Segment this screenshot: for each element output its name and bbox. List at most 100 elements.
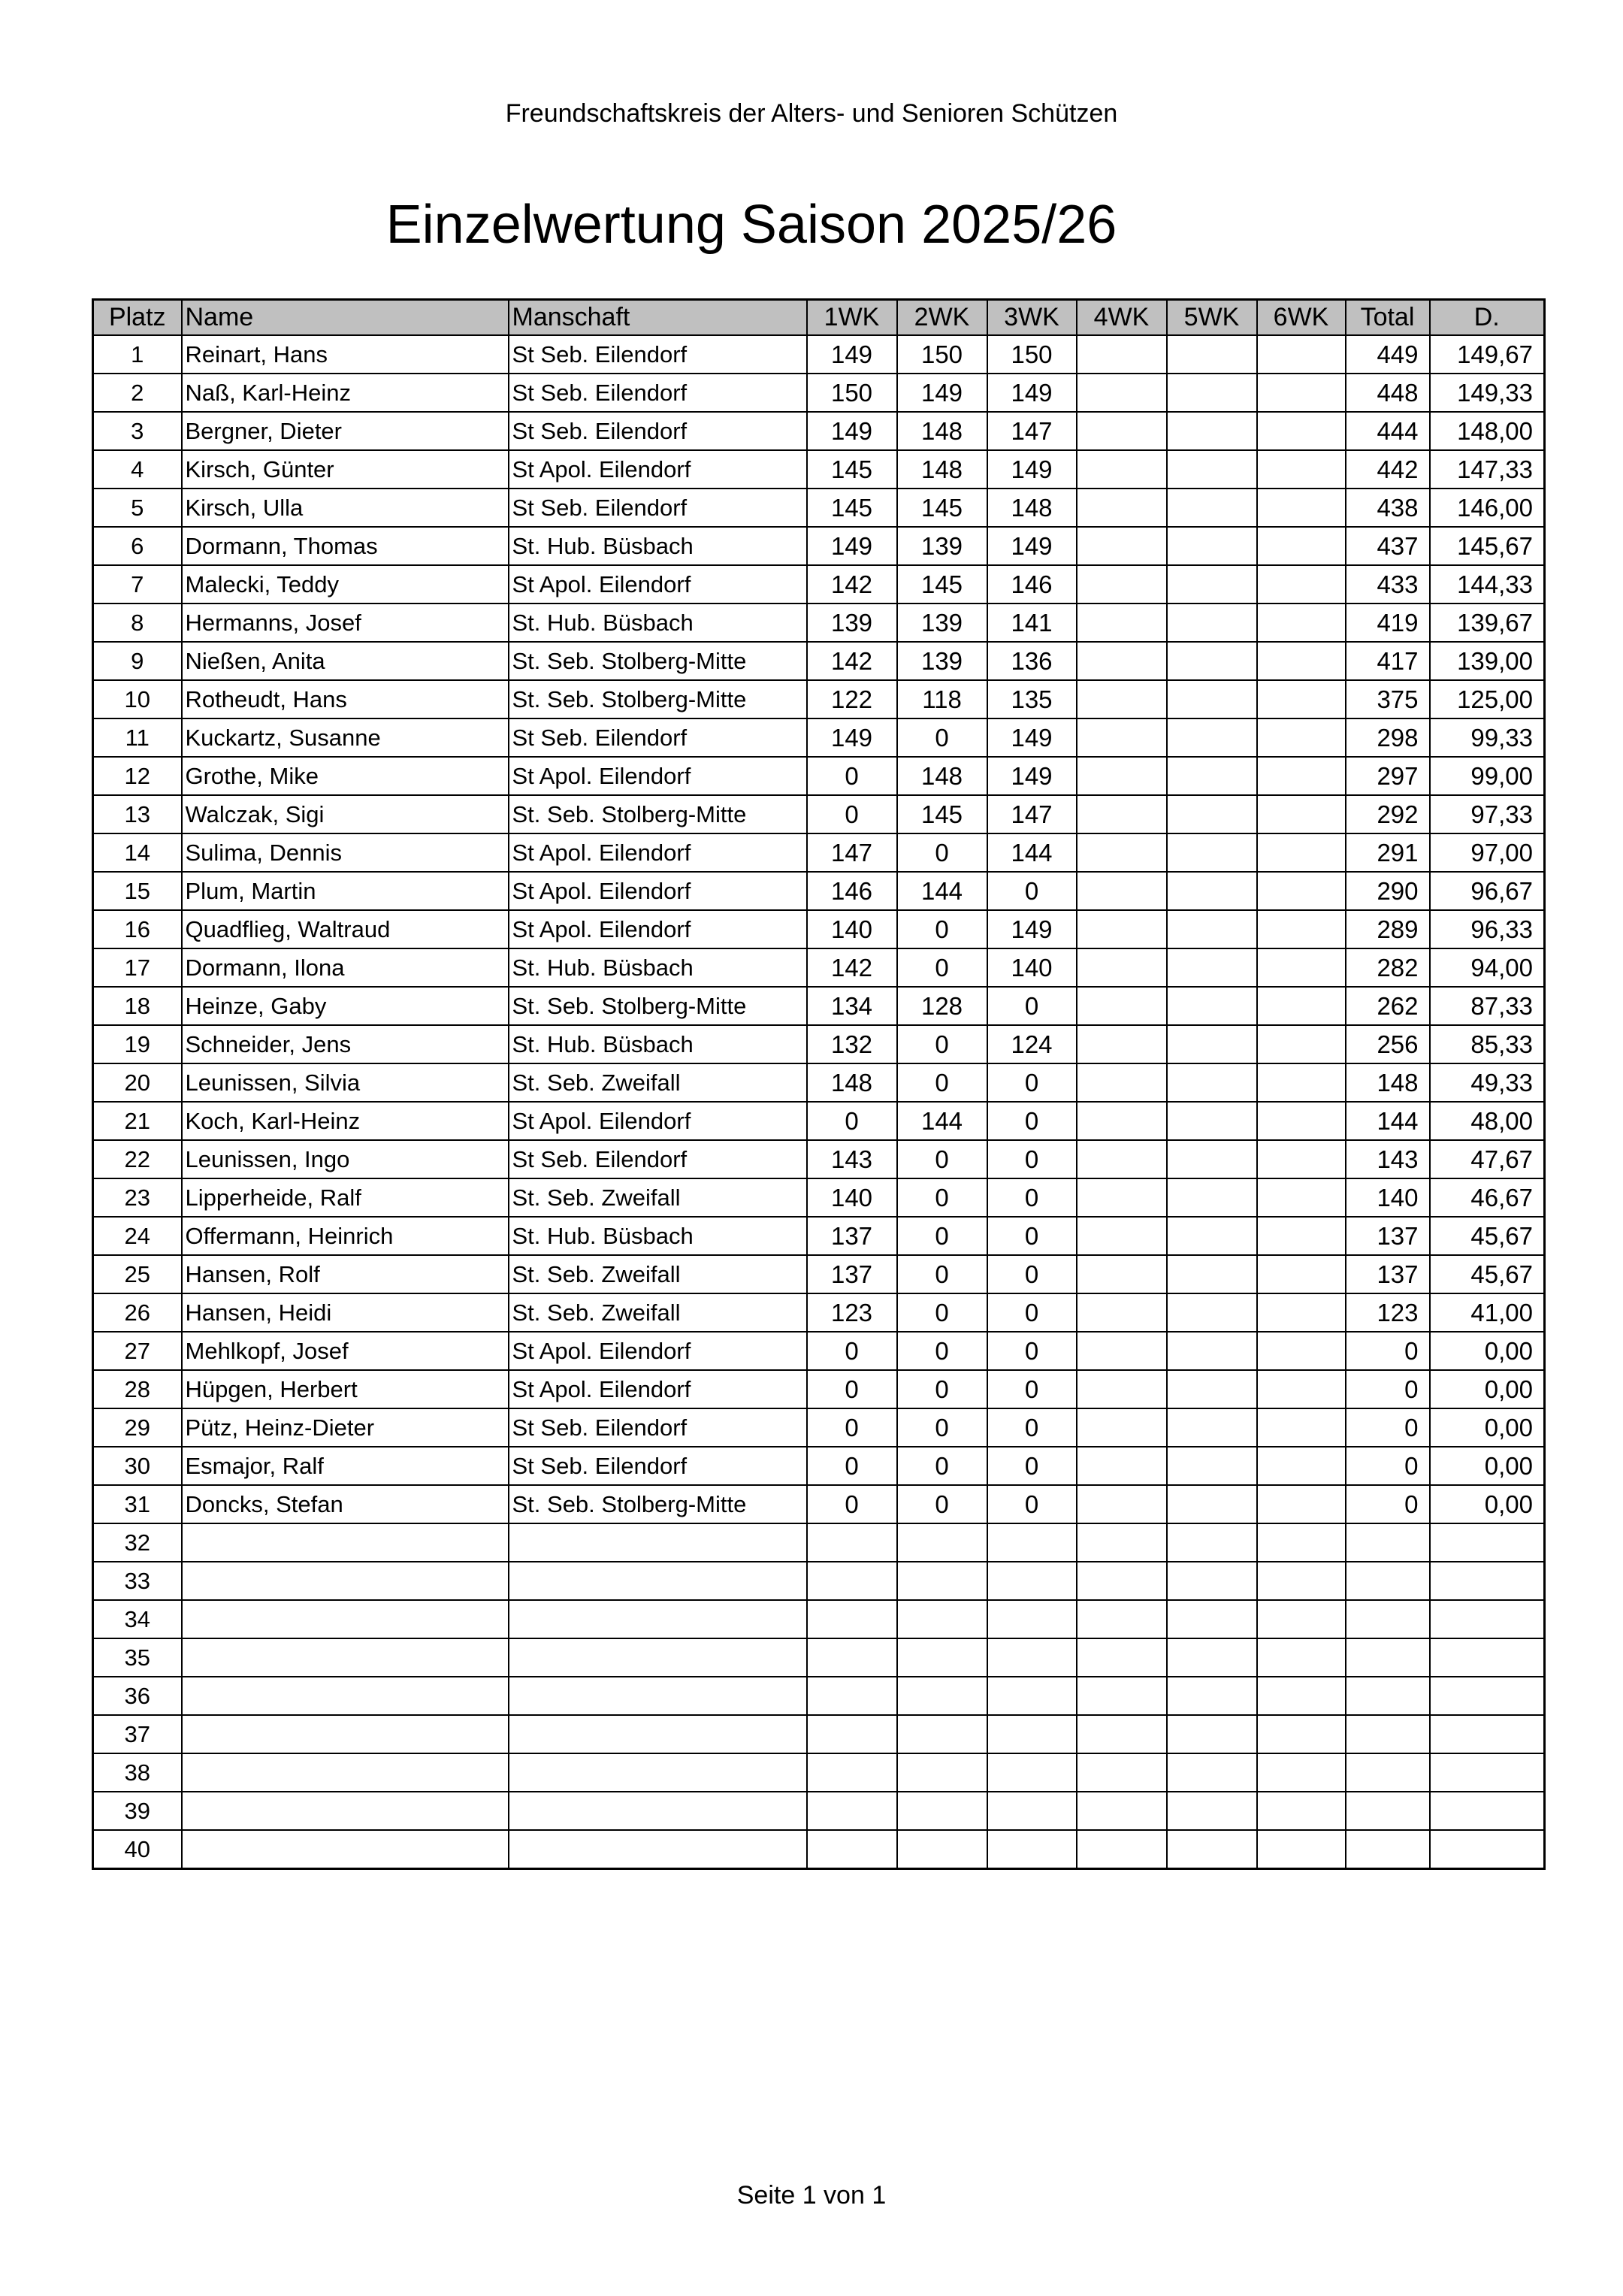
column-header-platz: Platz [92,298,183,336]
cell-total: 442 [1344,449,1431,489]
cell-wk4 [1075,1753,1168,1792]
cell-wk6 [1256,641,1346,681]
cell-name: Hermanns, Josef [180,603,509,643]
cell-wk1: 139 [805,603,898,643]
cell-wk1: 0 [805,1484,898,1524]
column-header-wk3: 3WK [986,298,1077,336]
cell-wk2: 0 [896,909,988,949]
cell-wk5 [1165,1446,1258,1486]
cell-wk5 [1165,1484,1258,1524]
cell-wk5 [1165,986,1258,1026]
cell-wk2: 145 [896,794,988,834]
cell-wk6 [1256,1063,1346,1103]
cell-team: St Apol. Eilendorf [507,1331,808,1371]
cell-platz: 4 [92,449,183,489]
cell-team: St Apol. Eilendorf [507,449,808,489]
cell-wk5 [1165,1523,1258,1562]
table-row: 39 [92,1791,1546,1831]
cell-total [1344,1791,1431,1831]
table-row: 9 Nießen, Anita St. Seb. Stolberg-Mitte 142… [92,641,1546,681]
cell-average: 46,67 [1428,1178,1546,1218]
cell-wk1: 0 [805,1331,898,1371]
cell-team: St Seb. Eilendorf [507,373,808,413]
cell-name: Dormann, Thomas [180,526,509,566]
cell-wk4 [1075,564,1168,604]
table-row: 1 Reinart, Hans St Seb. Eilendorf 149 150 150… [92,334,1546,374]
cell-wk2 [896,1714,988,1754]
cell-wk2 [896,1561,988,1601]
cell-team: St Seb. Eilendorf [507,1446,808,1486]
cell-wk2: 118 [896,679,988,719]
cell-wk4 [1075,909,1168,949]
cell-wk5 [1165,1216,1258,1256]
cell-wk4 [1075,756,1168,796]
cell-wk1 [805,1599,898,1639]
cell-wk6 [1256,1638,1346,1677]
cell-wk3: 0 [986,986,1077,1026]
cell-name [180,1638,509,1677]
cell-wk5 [1165,794,1258,834]
cell-wk1: 140 [805,1178,898,1218]
column-header-total: Total [1344,298,1431,336]
cell-wk4 [1075,334,1168,374]
cell-platz: 15 [92,871,183,911]
cell-wk2 [896,1829,988,1870]
cell-team: St. Hub. Büsbach [507,603,808,643]
cell-wk1: 134 [805,986,898,1026]
cell-average: 45,67 [1428,1254,1546,1294]
table-row: 10 Rotheudt, Hans St. Seb. Stolberg-Mitte 1… [92,679,1546,719]
cell-wk4 [1075,1829,1168,1870]
cell-wk1 [805,1829,898,1870]
cell-wk2: 144 [896,1101,988,1141]
table-row: 7 Malecki, Teddy St Apol. Eilendorf 142 145 1… [92,564,1546,604]
cell-team: St. Hub. Büsbach [507,526,808,566]
cell-wk3 [986,1714,1077,1754]
cell-wk3: 140 [986,948,1077,988]
cell-team: St. Hub. Büsbach [507,1216,808,1256]
cell-wk4 [1075,1293,1168,1333]
column-header-wk1: 1WK [805,298,898,336]
cell-wk4 [1075,1714,1168,1754]
cell-team: St Seb. Eilendorf [507,718,808,758]
cell-wk3: 0 [986,1331,1077,1371]
cell-wk6 [1256,1446,1346,1486]
table-row: 5 Kirsch, Ulla St Seb. Eilendorf 145 145 148 4… [92,488,1546,528]
cell-wk6 [1256,1369,1346,1409]
cell-average: 0,00 [1428,1408,1546,1447]
cell-wk4 [1075,1139,1168,1179]
cell-team: St. Hub. Büsbach [507,1024,808,1064]
cell-platz: 9 [92,641,183,681]
table-row: 13 Walczak, Sigi St. Seb. Stolberg-Mitte 0 1… [92,794,1546,834]
cell-wk6 [1256,488,1346,528]
organization-header: Freundschaftskreis der Alters- und Senio… [505,99,1118,128]
cell-wk1: 0 [805,756,898,796]
cell-name: Leunissen, Ingo [180,1139,509,1179]
cell-name: Koch, Karl-Heinz [180,1101,509,1141]
cell-wk4 [1075,1408,1168,1447]
cell-wk4 [1075,1446,1168,1486]
table-row: 21 Koch, Karl-Heinz St Apol. Eilendorf 0 144… [92,1101,1546,1141]
table-row: 16 Quadflieg, Waltraud St Apol. Eilendorf 1… [92,909,1546,949]
cell-average: 49,33 [1428,1063,1546,1103]
cell-team [507,1599,808,1639]
cell-wk5 [1165,909,1258,949]
cell-platz: 23 [92,1178,183,1218]
cell-wk5 [1165,526,1258,566]
cell-platz: 17 [92,948,183,988]
cell-wk3: 136 [986,641,1077,681]
cell-average: 147,33 [1428,449,1546,489]
cell-team: St. Hub. Büsbach [507,948,808,988]
cell-total: 0 [1344,1369,1431,1409]
cell-wk1: 122 [805,679,898,719]
cell-wk6 [1256,1216,1346,1256]
cell-wk3: 146 [986,564,1077,604]
cell-name: Hansen, Heidi [180,1293,509,1333]
ranking-table: Platz Name Manschaft 1WK 2WK 3WK 4WK 5WK 6WK Tota… [92,298,1546,1870]
cell-total [1344,1753,1431,1792]
cell-wk1: 0 [805,794,898,834]
cell-wk2: 0 [896,1254,988,1294]
cell-wk4 [1075,603,1168,643]
cell-total [1344,1561,1431,1601]
cell-wk5 [1165,833,1258,873]
cell-average: 97,00 [1428,833,1546,873]
